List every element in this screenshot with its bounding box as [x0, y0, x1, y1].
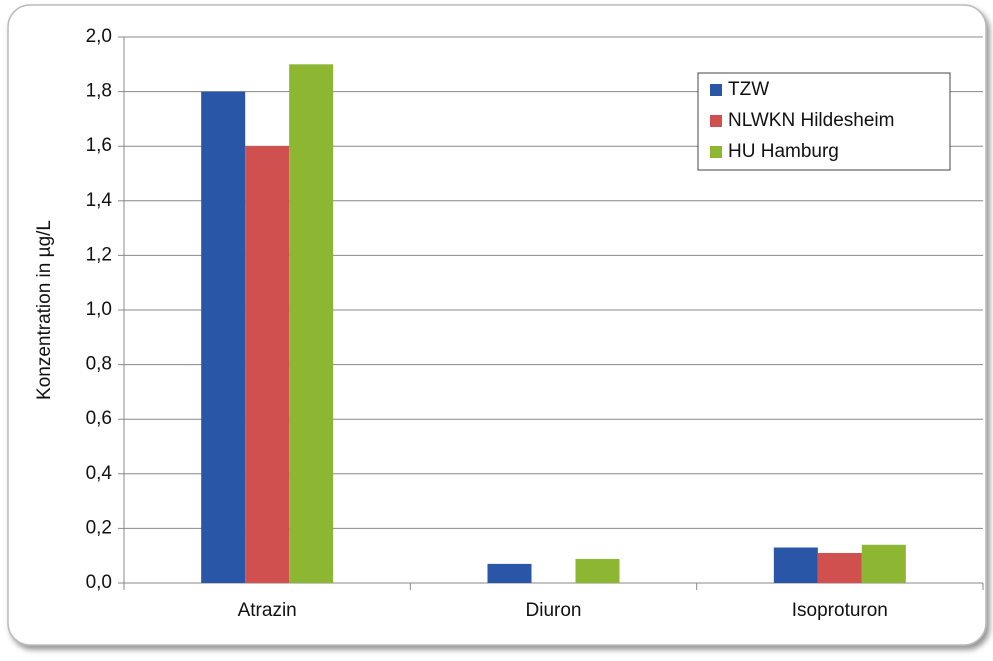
- bar: [289, 64, 334, 584]
- y-tick-label: 1,8: [86, 81, 112, 102]
- y-tick-label: 0,2: [86, 517, 112, 538]
- bar: [575, 558, 620, 583]
- y-tick-label: 0,0: [86, 572, 112, 593]
- y-axis-label: Konzentration in µg/L: [34, 220, 55, 400]
- bar: [245, 146, 290, 583]
- bar: [487, 563, 532, 583]
- legend-label: HU Hamburg: [728, 141, 839, 162]
- y-tick-label: 1,0: [86, 299, 112, 320]
- bar: [817, 552, 862, 583]
- bar: [201, 91, 246, 583]
- legend-box: [697, 72, 951, 171]
- bar: [861, 544, 906, 583]
- x-tick-label: Diuron: [526, 600, 582, 621]
- x-tick-label: Atrazin: [238, 600, 297, 621]
- y-tick-label: 2,0: [86, 26, 112, 47]
- legend-label: NLWKN Hildesheim: [728, 110, 894, 131]
- y-tick-label: 1,6: [86, 135, 112, 156]
- y-tick-label: 1,2: [86, 244, 112, 265]
- legend-swatch: [710, 146, 722, 158]
- y-tick-label: 1,4: [86, 190, 113, 211]
- legend-label: TZW: [728, 79, 769, 100]
- legend-swatch: [710, 115, 722, 127]
- y-tick-label: 0,8: [86, 354, 112, 375]
- y-tick-label: 0,4: [86, 463, 113, 484]
- x-tick-label: Isoproturon: [792, 600, 888, 621]
- y-tick-label: 0,6: [86, 408, 112, 429]
- legend-swatch: [710, 84, 722, 96]
- bar: [773, 547, 818, 583]
